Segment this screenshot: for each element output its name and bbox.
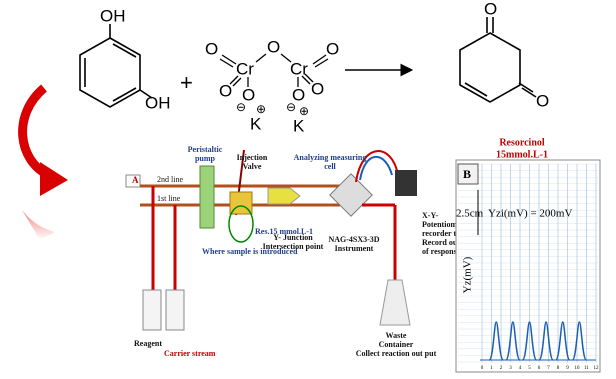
chart-title: Resorcinol — [499, 137, 545, 148]
charge: ⊖ — [236, 100, 246, 114]
arrow-head — [40, 162, 68, 196]
label: Potentiometric — [422, 220, 473, 229]
atom: Cr — [290, 59, 308, 78]
atom: O — [205, 39, 218, 58]
label: Valve — [243, 162, 262, 171]
label: pump — [195, 154, 216, 163]
atom: O — [219, 81, 232, 100]
label: Record output — [422, 238, 472, 247]
x-tick-label: 5 — [528, 366, 531, 371]
atom: Cr — [236, 59, 254, 78]
atom: O — [484, 0, 497, 18]
peak — [538, 321, 554, 361]
atom: O — [311, 79, 324, 98]
curved-arrow — [18, 84, 51, 180]
recorder-chart — [455, 159, 601, 373]
label: Peristaltic — [188, 145, 223, 154]
peak — [555, 321, 571, 361]
x-tick-label: 9 — [566, 366, 569, 371]
peak — [571, 321, 588, 361]
atom: O — [536, 91, 549, 110]
label: Analyzing measuring — [294, 153, 367, 162]
label: of response — [422, 247, 461, 256]
panel-letter: B — [463, 167, 471, 181]
y-axis-label: Yz(mV) — [462, 256, 474, 293]
x-tick-label: 10 — [575, 366, 581, 371]
label: X-Y- — [422, 211, 438, 220]
x-tick-label: 3 — [509, 366, 512, 371]
label: 1st line — [157, 194, 181, 203]
x-tick-label: 7 — [547, 366, 550, 371]
scale-label: 2.5cm — [456, 208, 484, 220]
peak — [505, 321, 521, 361]
x-tick-label: 8 — [557, 366, 560, 371]
reflection — [22, 210, 55, 240]
resorcinol — [79, 24, 153, 108]
chart-title: 15mmol.L-1 — [496, 149, 548, 160]
dichromate-bonds — [219, 53, 329, 87]
label: Injection — [237, 153, 268, 162]
atom: O — [267, 37, 280, 56]
x-tick-label: 1 — [490, 366, 493, 371]
pump — [199, 165, 215, 229]
label: Y- Junction — [273, 233, 313, 242]
cation: K — [293, 116, 305, 135]
x-tick-label: 4 — [519, 366, 522, 371]
plus: + — [180, 70, 193, 95]
atom: O — [242, 85, 255, 104]
peak — [488, 321, 504, 361]
panel-letter: A — [132, 175, 139, 185]
x-tick-label: 6 — [538, 366, 541, 371]
x-tick-label: 12 — [594, 366, 600, 371]
x-tick-label: 2 — [500, 366, 503, 371]
label: Container — [379, 340, 414, 349]
label: NAG-4SX3-3D — [328, 235, 379, 244]
label: Instrument — [335, 244, 374, 253]
atom: O — [292, 85, 305, 104]
atom: O — [326, 39, 339, 58]
label: Where sample is introduced — [202, 247, 298, 256]
charge: ⊕ — [299, 104, 309, 118]
cation: K — [250, 114, 262, 133]
peak — [521, 321, 538, 361]
cyclohexenedione — [459, 17, 537, 103]
label: recorder to — [422, 229, 460, 238]
oh-label: OH — [100, 6, 126, 25]
charge: ⊖ — [286, 100, 296, 114]
equation: Yzi(mV) = 200mV — [488, 208, 572, 220]
charge: ⊕ — [256, 102, 266, 116]
oh-label: OH — [145, 93, 171, 112]
label: Collect reaction out put — [356, 349, 437, 358]
apparatus — [125, 149, 417, 331]
x-tick-label: 11 — [584, 366, 589, 371]
label: Waste — [386, 331, 407, 340]
x-tick-label: 0 — [481, 366, 484, 371]
panel-b-box — [457, 163, 479, 185]
label: Res.15 mmol.L-1 — [255, 227, 313, 236]
label: Intersection point — [263, 242, 324, 251]
label: 2nd line — [157, 175, 183, 184]
label: Reagent — [134, 339, 162, 348]
label: cell — [324, 162, 336, 171]
label: Carrier stream — [164, 349, 216, 358]
